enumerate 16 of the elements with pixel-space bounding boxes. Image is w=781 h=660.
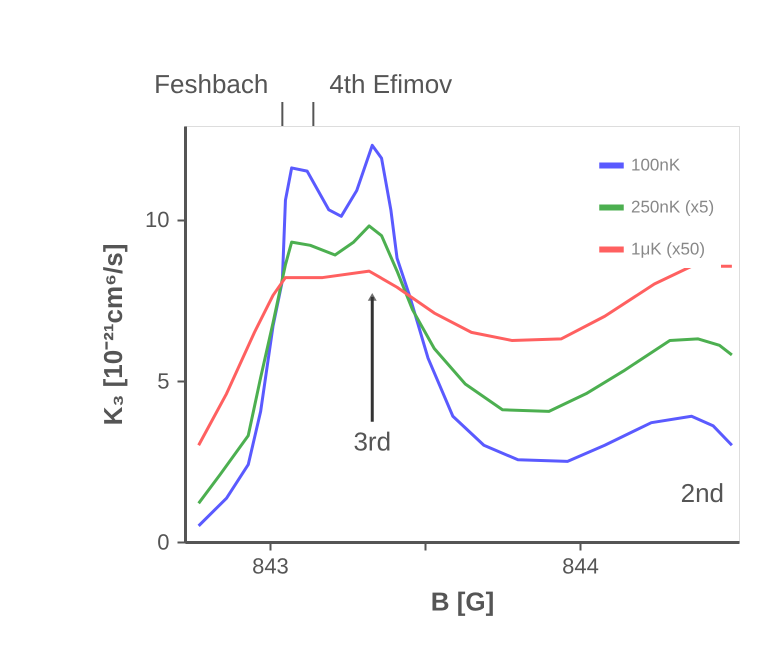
- y-axis-title: K₃ [10⁻²¹cm⁶/s]: [98, 244, 128, 426]
- annotation: 3rd: [353, 426, 392, 457]
- line-series: [197, 144, 734, 528]
- y-tick-label: 0: [157, 530, 170, 554]
- legend-label: 250nK (x5): [631, 198, 714, 216]
- x-tick-label: 843: [252, 554, 289, 578]
- line-series: [197, 224, 734, 505]
- ref-line-label: 4th Efimov: [329, 69, 452, 99]
- y-tick-label: 5: [157, 368, 170, 394]
- x-tick-label: 844: [562, 554, 599, 578]
- legend-label: 1μK (x50): [631, 240, 706, 258]
- annotation: 2nd: [680, 478, 724, 508]
- ref-line-label: Feshbach: [154, 69, 268, 99]
- legend-label: 100nK: [631, 156, 681, 174]
- x-axis-title: B [G]: [430, 586, 494, 616]
- y-tick-label: 10: [145, 207, 170, 232]
